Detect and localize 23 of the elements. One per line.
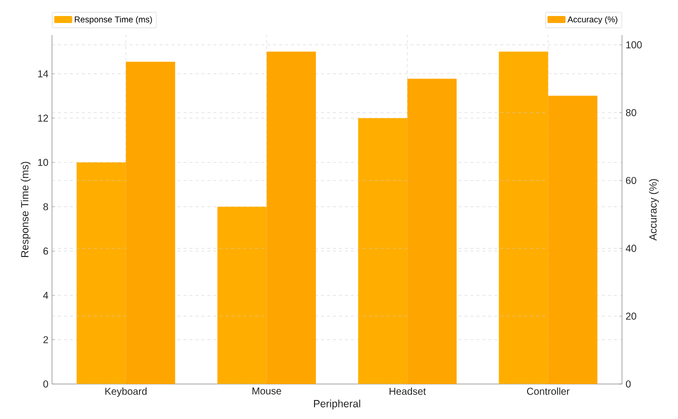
y2-axis-title: Accuracy (%)	[648, 179, 659, 241]
x-tick-label: Controller	[527, 388, 570, 395]
y-tick-label: 4	[43, 292, 48, 299]
y-tick-label: 14	[38, 70, 48, 78]
legend-label: Accuracy (%)	[567, 16, 618, 24]
x-tick-label: Keyboard	[105, 388, 147, 397]
y2-tick-label: 0	[626, 380, 631, 388]
y-tick-label: 2	[43, 336, 48, 344]
y-tick-label: 6	[43, 248, 48, 255]
y2-tick-label: 40	[626, 244, 636, 252]
x-tick-label: Mouse	[252, 388, 282, 394]
x-axis-title: Peripheral	[314, 400, 360, 410]
y2-tick-label: 60	[626, 176, 636, 184]
y-tick-label: 0	[43, 380, 48, 388]
y2-tick-label: 80	[626, 109, 636, 116]
x-tick-label: Headset	[390, 388, 426, 395]
y2-tick-label: 20	[626, 312, 636, 320]
legend-label: Response Time (ms)	[74, 16, 152, 24]
y-tick-label: 10	[38, 158, 48, 166]
y-tick-label: 8	[43, 203, 48, 210]
y2-tick-label: 100	[626, 41, 642, 48]
y-axis-title: Response Time (ms)	[20, 162, 31, 257]
y-tick-label: 12	[38, 114, 48, 122]
